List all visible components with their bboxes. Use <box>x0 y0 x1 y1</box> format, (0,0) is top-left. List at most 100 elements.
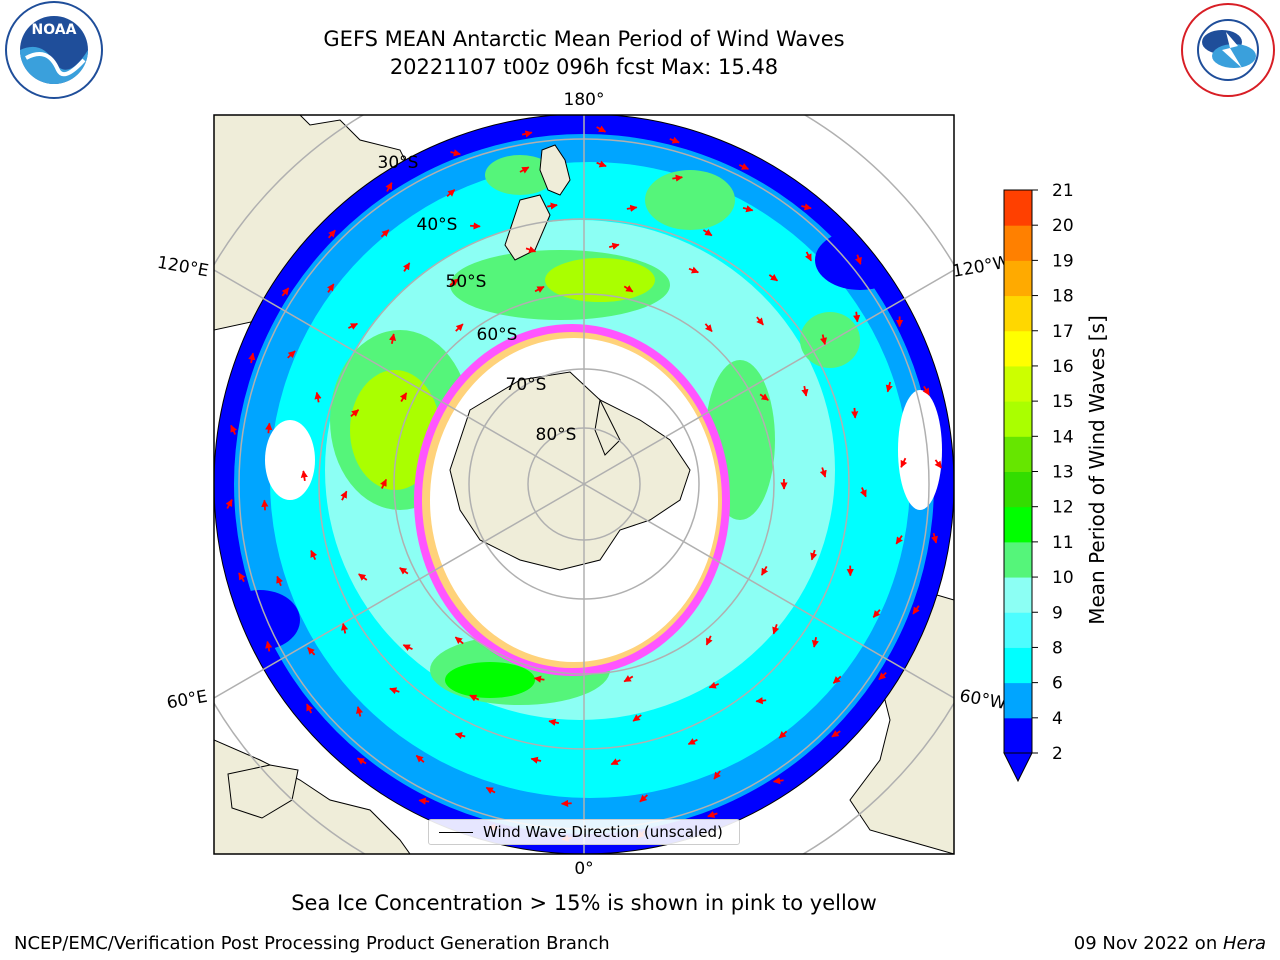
wind-wave-arrow <box>469 694 480 702</box>
wind-wave-arrow <box>623 285 634 293</box>
colorbar-label: Mean Period of Wind Waves [s] <box>1085 315 1109 625</box>
wind-wave-arrow <box>307 647 316 656</box>
wind-wave-arrow <box>265 422 273 434</box>
wind-wave-arrow <box>855 254 862 265</box>
wind-wave-arrow <box>851 407 859 419</box>
wind-wave-arrow <box>327 283 335 293</box>
wind-wave-arrow <box>340 622 349 634</box>
wind-wave-arrow <box>485 786 496 794</box>
wind-wave-arrow <box>702 228 713 237</box>
wind-wave-arrow <box>704 323 713 333</box>
colorbar-tick-label: 18 <box>1052 287 1074 307</box>
wind-wave-arrow <box>872 609 881 618</box>
credit-host: Hera <box>1222 933 1266 954</box>
wind-wave-arrow <box>708 681 720 689</box>
wind-wave-arrow <box>778 730 788 739</box>
wind-wave-arrow <box>760 565 769 576</box>
wind-wave-arrow <box>759 393 769 401</box>
wind-wave-arrow <box>688 266 699 274</box>
colorbar-segment <box>1004 330 1032 367</box>
wind-wave-arrow <box>608 242 620 250</box>
wind-wave-arrow <box>521 130 533 138</box>
credit-right: 09 Nov 2022 on Hera <box>1074 933 1266 954</box>
wind-wave-arrow <box>470 222 481 230</box>
colorbar-tick-label: 20 <box>1052 216 1074 236</box>
wind-wave-arrow <box>454 732 466 740</box>
wind-wave-arrow <box>885 381 893 393</box>
wind-wave-arrow <box>853 311 861 323</box>
credit-date: 09 Nov 2022 on <box>1073 933 1223 954</box>
colorbar-tick-label: 21 <box>1052 181 1074 201</box>
wind-wave-arrow <box>402 262 411 272</box>
meridian-label-60e: 60°E <box>165 687 209 714</box>
parallel-label-50s: 50°S <box>446 272 487 292</box>
colorbar-segment <box>1004 471 1032 508</box>
parallel-label-70s: 70°S <box>506 375 547 395</box>
wind-wave-arrow <box>548 718 560 726</box>
wind-wave-arrow <box>449 278 459 287</box>
parallel-label-40s: 40°S <box>417 215 458 235</box>
wind-wave-arrow <box>738 163 750 170</box>
wind-wave-arrow <box>742 205 754 213</box>
colorbar-tick-label: 10 <box>1052 568 1074 588</box>
colorbar-segment <box>1004 577 1032 613</box>
wind-wave-arrow <box>596 125 607 133</box>
wind-wave-arrow <box>327 229 336 239</box>
wind-wave-arrow <box>340 490 348 501</box>
wind-wave-arrow <box>356 706 363 717</box>
wind-wave-arrow <box>832 675 842 684</box>
wind-wave-arrow <box>705 635 713 646</box>
wind-wave-arrow <box>632 714 642 722</box>
wind-wave-arrow <box>900 457 908 468</box>
wind-wave-arrow <box>385 182 393 192</box>
map-subtitle: 20221107 t00z 096h fcst Max: 15.48 <box>389 55 779 79</box>
wind-wave-arrow <box>399 567 409 575</box>
map-legend: Wind Wave Direction (unscaled) <box>428 819 740 845</box>
meridian-label-120w: 120°W <box>951 252 1012 282</box>
wind-wave-arrow <box>623 675 634 683</box>
colorbar-tick-label: 14 <box>1052 427 1074 447</box>
wind-wave-arrow <box>895 535 903 545</box>
parallel-label-30s: 30°S <box>378 153 419 173</box>
colorbar-tick-label: 15 <box>1052 392 1074 412</box>
wind-wave-arrow <box>756 316 764 326</box>
wind-wave-arrow <box>639 794 648 803</box>
wind-wave-arrow <box>310 549 318 561</box>
wind-wave-arrow <box>356 757 367 765</box>
colorbar-tick-label: 16 <box>1052 357 1074 377</box>
wind-wave-arrow <box>530 756 542 764</box>
wind-wave-arrow <box>801 203 812 211</box>
colorbar-segment <box>1004 225 1032 261</box>
wind-wave-arrow <box>450 149 461 157</box>
wind-wave-arrow <box>804 251 812 262</box>
wind-wave-arrow <box>225 499 233 509</box>
graticule <box>214 115 954 854</box>
wind-wave-arrow <box>348 322 359 330</box>
wind-wave-arrow <box>560 799 572 808</box>
colorbar-segment <box>1004 295 1032 332</box>
wind-wave-arrow <box>281 287 290 297</box>
wind-wave-arrow <box>525 246 537 253</box>
wind-wave-arrow <box>238 572 246 583</box>
meridian-label-0: 0° <box>574 859 593 879</box>
colorbar-extend-arrow <box>1003 752 1033 783</box>
wind-wave-arrow <box>819 334 827 346</box>
wind-wave-arrow <box>859 487 867 498</box>
wind-wave-arrow <box>931 532 938 544</box>
wind-wave-arrow <box>446 189 456 197</box>
colorbar-segment <box>1004 647 1032 684</box>
wind-wave-arrow <box>306 703 313 714</box>
colorbar-tick-label: 6 <box>1052 674 1063 694</box>
wind-wave-arrow <box>519 166 530 174</box>
wind-wave-arrow <box>801 385 809 397</box>
wind-wave-arrow <box>418 797 430 805</box>
wind-wave-arrow <box>707 810 718 818</box>
colorbar-tick-label: 4 <box>1052 709 1063 729</box>
noaa-logo-text: NOAA <box>32 22 77 38</box>
parallel-label-80s: 80°S <box>536 425 577 445</box>
wind-wave-arrow <box>687 738 698 745</box>
wind-wave-arrow <box>388 333 397 345</box>
wind-wave-arrow <box>261 499 269 511</box>
wind-wave-arrow <box>287 350 296 359</box>
wind-wave-arrow <box>922 385 930 396</box>
